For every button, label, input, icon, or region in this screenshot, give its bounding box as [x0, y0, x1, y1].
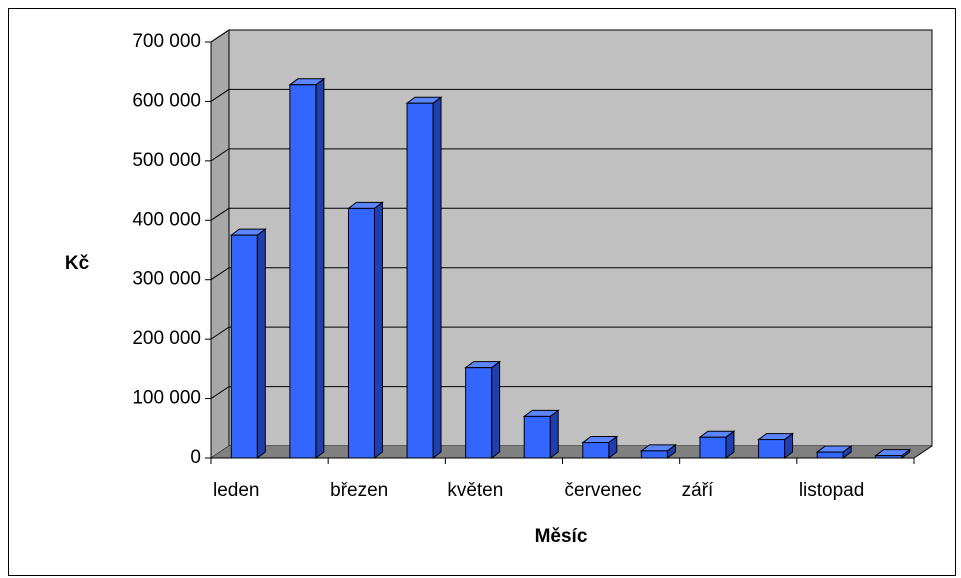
bar-front — [230, 234, 258, 459]
axes — [205, 41, 933, 464]
x-tick-label: listopad — [799, 480, 865, 501]
x-tick-labels: leden březen květen červenec září listopad — [213, 480, 864, 501]
bars — [229, 77, 912, 460]
bar-side — [256, 228, 266, 460]
bar — [874, 448, 912, 459]
bar-front — [640, 450, 668, 459]
bar — [405, 96, 443, 459]
x-tick-label: leden — [213, 480, 260, 501]
floor-edge — [913, 445, 933, 459]
bar — [639, 443, 677, 459]
gridline — [210, 267, 932, 281]
chart-side-wall — [210, 29, 230, 459]
chart: 0 100 000 200 000 300 000 400 000 500 000 600 … — [65, 29, 933, 547]
y-tick-label: 100 000 — [132, 388, 201, 409]
bar — [698, 430, 736, 459]
bar — [522, 409, 560, 459]
y-tick-label: 0 — [190, 447, 201, 468]
bar-front — [758, 439, 786, 459]
bar-front — [582, 442, 610, 459]
y-tick-label: 200 000 — [132, 328, 201, 349]
bar-front — [465, 367, 493, 459]
bar-front — [406, 102, 434, 459]
bar — [229, 228, 267, 460]
gridline — [210, 88, 932, 102]
gridline — [210, 29, 932, 43]
bar-front — [289, 84, 317, 459]
bar — [288, 77, 326, 459]
y-tick-label: 300 000 — [132, 269, 201, 290]
x-axis-title: Měsíc — [535, 526, 588, 547]
x-tick-label: březen — [330, 480, 388, 501]
gridline — [210, 148, 932, 162]
bar-side — [373, 201, 383, 459]
x-tick-label: září — [682, 480, 714, 501]
bar — [757, 432, 795, 459]
bar-front — [523, 415, 551, 459]
bar-front — [347, 207, 375, 459]
bar — [346, 201, 384, 459]
x-tick-label: červenec — [565, 480, 642, 501]
x-tick-label: květen — [447, 480, 503, 501]
gridline — [210, 207, 932, 221]
chart-back-wall — [228, 29, 933, 447]
bar — [581, 435, 619, 459]
bar-side — [432, 96, 442, 459]
bar — [815, 445, 853, 459]
gridline — [210, 326, 932, 340]
chart-floor — [211, 446, 932, 458]
gridlines — [210, 29, 932, 399]
bar-side — [491, 360, 501, 459]
y-tick-label: 600 000 — [132, 90, 201, 111]
bar-front — [816, 451, 844, 459]
bar-side — [315, 77, 325, 459]
y-axis-title: Kč — [65, 253, 90, 274]
gridline — [210, 386, 932, 399]
y-tick-label: 400 000 — [132, 209, 201, 230]
bar-side — [549, 409, 559, 459]
chart-frame: 0 100 000 200 000 300 000 400 000 500 000 600 … — [8, 8, 956, 576]
y-tick-label: 500 000 — [132, 150, 201, 171]
y-tick-label: 700 000 — [132, 31, 201, 52]
y-tick-labels: 0 100 000 200 000 300 000 400 000 500 000 600 … — [132, 31, 201, 468]
bar-front — [699, 436, 727, 459]
bar — [464, 360, 502, 459]
